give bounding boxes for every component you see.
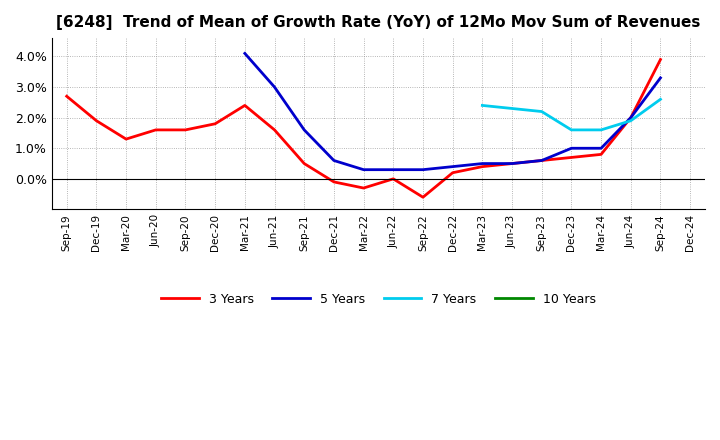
5 Years bbox=[656, 75, 665, 81]
7 Years bbox=[478, 103, 487, 108]
3 Years bbox=[656, 57, 665, 62]
7 Years bbox=[626, 118, 635, 123]
5 Years bbox=[626, 115, 635, 120]
5 Years bbox=[389, 167, 397, 172]
7 Years bbox=[597, 127, 606, 132]
5 Years bbox=[567, 146, 576, 151]
3 Years bbox=[270, 127, 279, 132]
3 Years bbox=[597, 152, 606, 157]
7 Years bbox=[656, 97, 665, 102]
5 Years bbox=[449, 164, 457, 169]
3 Years bbox=[537, 158, 546, 163]
3 Years bbox=[92, 118, 101, 123]
3 Years bbox=[626, 115, 635, 120]
3 Years bbox=[449, 170, 457, 176]
5 Years bbox=[418, 167, 427, 172]
3 Years bbox=[63, 94, 71, 99]
5 Years bbox=[270, 84, 279, 90]
7 Years bbox=[537, 109, 546, 114]
3 Years bbox=[478, 164, 487, 169]
Title: [6248]  Trend of Mean of Growth Rate (YoY) of 12Mo Mov Sum of Revenues: [6248] Trend of Mean of Growth Rate (YoY… bbox=[56, 15, 701, 30]
3 Years bbox=[181, 127, 190, 132]
5 Years bbox=[240, 51, 249, 56]
3 Years bbox=[300, 161, 309, 166]
5 Years bbox=[330, 158, 338, 163]
3 Years bbox=[359, 185, 368, 191]
3 Years bbox=[122, 136, 130, 142]
5 Years bbox=[478, 161, 487, 166]
7 Years bbox=[508, 106, 516, 111]
5 Years bbox=[597, 146, 606, 151]
3 Years bbox=[418, 194, 427, 200]
3 Years bbox=[240, 103, 249, 108]
3 Years bbox=[330, 179, 338, 184]
3 Years bbox=[508, 161, 516, 166]
Legend: 3 Years, 5 Years, 7 Years, 10 Years: 3 Years, 5 Years, 7 Years, 10 Years bbox=[156, 288, 600, 311]
3 Years bbox=[151, 127, 160, 132]
3 Years bbox=[211, 121, 220, 126]
Line: 3 Years: 3 Years bbox=[67, 59, 660, 197]
3 Years bbox=[567, 155, 576, 160]
Line: 5 Years: 5 Years bbox=[245, 53, 660, 170]
5 Years bbox=[508, 161, 516, 166]
3 Years bbox=[389, 176, 397, 181]
Line: 7 Years: 7 Years bbox=[482, 99, 660, 130]
5 Years bbox=[537, 158, 546, 163]
5 Years bbox=[359, 167, 368, 172]
5 Years bbox=[300, 127, 309, 132]
7 Years bbox=[567, 127, 576, 132]
